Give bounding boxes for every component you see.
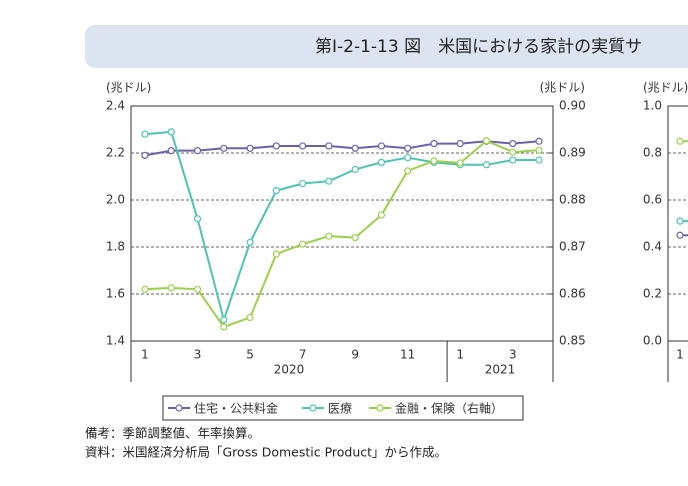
x-tick-label: 9 <box>351 348 359 362</box>
series-point <box>482 137 491 145</box>
series-point <box>141 130 149 138</box>
y2-tick-label: 0.86 <box>559 287 586 301</box>
series-point <box>272 142 280 150</box>
series-point <box>351 144 359 152</box>
series-point <box>535 156 543 164</box>
series-point <box>509 156 517 164</box>
series-point <box>299 179 307 188</box>
y-tick-label: 0.4 <box>643 240 662 254</box>
x-tick-label: 3 <box>509 348 517 362</box>
legend-label: 住宅・公共料金 <box>194 401 278 416</box>
y-tick-label: 2.0 <box>106 193 125 207</box>
y2-tick-label: 0.89 <box>559 146 586 160</box>
series-point <box>246 144 254 152</box>
title-banner <box>85 25 688 68</box>
y-tick-label: 1.8 <box>106 240 125 254</box>
series-point <box>535 137 543 145</box>
note: 資料：米国経済分析局「Gross Domestic Product」から作成。 <box>85 445 447 460</box>
y2-tick-label: 0.85 <box>559 334 586 348</box>
series-point <box>193 285 202 293</box>
series-point <box>676 137 684 145</box>
series-point <box>535 146 543 154</box>
series-point <box>299 142 307 150</box>
plot-frame <box>667 105 688 342</box>
x-tick-label: 11 <box>400 348 415 362</box>
legend-box <box>162 395 524 421</box>
y2-tick-label: 0.90 <box>559 99 586 113</box>
x-tick-label: 5 <box>246 348 254 362</box>
series-point <box>325 232 333 240</box>
y-tick-label: 0.8 <box>643 146 662 160</box>
title: 第Ⅰ-2-1-13 図 米国における家計の実質サ <box>315 37 642 57</box>
y2-tick-label: 0.87 <box>559 240 586 254</box>
series-point <box>456 140 464 148</box>
y-tick-label: 0.0 <box>643 334 662 348</box>
series-point <box>272 250 280 258</box>
series-point <box>377 142 386 150</box>
series-point <box>246 313 254 322</box>
plot-frame <box>130 105 554 342</box>
x-tick-label: 7 <box>299 348 307 362</box>
series-point <box>193 147 202 155</box>
x-tick-label: 1 <box>676 348 684 362</box>
y-tick-label: 0.2 <box>643 287 662 301</box>
series-point <box>404 167 412 175</box>
series-point <box>509 148 517 156</box>
x-tick-label: 1 <box>141 348 149 362</box>
series-point <box>404 144 412 152</box>
series-point <box>299 240 307 248</box>
series-point <box>676 231 684 239</box>
legend-marker <box>175 404 183 412</box>
series-point <box>272 187 280 195</box>
legend-marker <box>376 404 384 412</box>
series-point <box>220 144 228 152</box>
y-tick-label: 1.0 <box>643 99 662 113</box>
series-point <box>167 284 175 292</box>
y-tick-label: 2.2 <box>106 146 125 160</box>
series-point <box>141 285 149 293</box>
series-point <box>676 217 684 225</box>
series-point <box>351 234 359 242</box>
y-tick-label: 0.6 <box>643 193 662 207</box>
y-tick-label: 1.6 <box>106 287 125 301</box>
x-tick-label: 1 <box>456 348 464 362</box>
y2-unit: (兆ドル) <box>540 81 585 95</box>
series-line <box>144 130 540 324</box>
note: 備考：季節調整値、年率換算。 <box>85 426 260 441</box>
legend-label: 医療 <box>328 402 352 416</box>
series-point <box>325 177 333 185</box>
series-point <box>430 157 438 165</box>
series-point <box>351 165 359 174</box>
series-line <box>144 139 540 329</box>
series-line <box>144 140 540 157</box>
series-point <box>141 151 149 159</box>
y2-tick-label: 0.88 <box>559 193 586 207</box>
series-point <box>220 316 228 324</box>
legend-label: 金融・保険（右軸） <box>395 401 503 416</box>
series-point <box>193 215 202 223</box>
series-point <box>404 154 412 162</box>
y-tick-label: 1.4 <box>106 334 125 348</box>
series-point <box>377 158 386 166</box>
series-point <box>377 211 386 219</box>
y-unit: (兆ドル) <box>643 81 688 95</box>
y-tick-label: 2.4 <box>106 99 125 113</box>
series-point <box>167 128 175 136</box>
series-point <box>325 142 333 150</box>
x-group-label: 2021 <box>485 363 516 377</box>
series-point <box>430 140 438 148</box>
y-unit: (兆ドル) <box>106 81 151 95</box>
series-point <box>220 323 228 331</box>
x-tick-label: 3 <box>194 348 202 362</box>
series-point <box>246 238 254 246</box>
x-group-label: 2020 <box>274 363 305 377</box>
series-point <box>509 140 517 148</box>
series-point <box>167 147 175 155</box>
series-point <box>456 159 464 167</box>
legend-marker <box>309 404 317 412</box>
series-point <box>482 161 491 169</box>
